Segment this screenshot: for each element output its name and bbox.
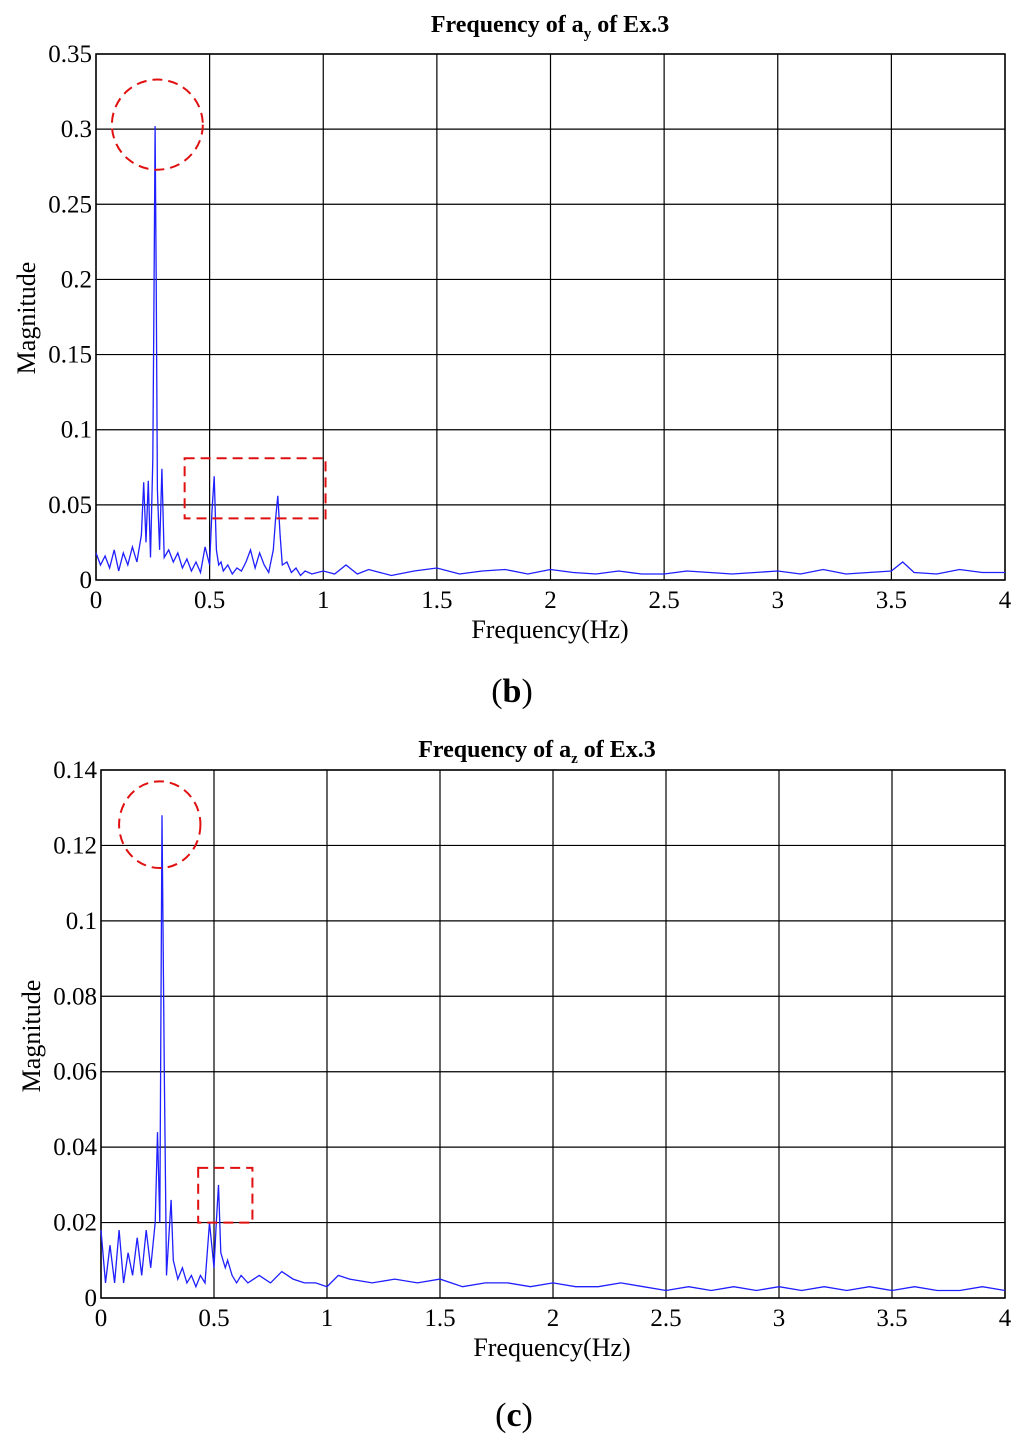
y-tick-label: 0 [85,1285,98,1312]
x-tick-label: 4 [999,1305,1012,1332]
y-tick-label: 0.35 [48,41,92,68]
x-tick-label: 1 [317,587,330,614]
y-tick-label: 0.3 [61,116,92,143]
chart-title: Frequency of ay of Ex.3 [431,12,669,42]
caption-b: (b) [491,673,533,710]
x-axis-label: Frequency(Hz) [471,615,628,644]
y-tick-label: 0.1 [61,417,92,444]
x-tick-label: 2 [544,587,557,614]
y-tick-labels: 0 0.05 0.1 0.15 0.2 0.25 0.3 0.35 [48,41,92,594]
x-tick-label: 2.5 [650,1305,681,1332]
chart-ay: Frequency of ay of Ex.3 0 0.5 1 1.5 2 2.5 3 3.5… [12,12,1012,710]
y-tick-label: 0.05 [48,492,92,519]
x-tick-labels: 0 0.5 1 1.5 2 2.5 3 3.5 4 [95,1305,1012,1332]
y-tick-label: 0.08 [53,983,97,1010]
highlight-box [197,1166,254,1224]
x-tick-label: 0.5 [194,587,225,614]
x-tick-labels: 0 0.5 1 1.5 2 2.5 3 3.5 4 [90,587,1012,614]
highlight-box [183,457,327,520]
x-tick-label: 0 [95,1305,108,1332]
x-tick-label: 1.5 [421,587,452,614]
caption-c: (c) [495,1397,533,1434]
x-tick-label: 3.5 [876,587,907,614]
series-line [95,126,1005,577]
grid [95,53,1006,581]
x-tick-label: 1.5 [424,1305,455,1332]
x-axis-label: Frequency(Hz) [473,1333,630,1362]
y-tick-label: 0.1 [66,908,97,935]
y-tick-label: 0.25 [48,191,92,218]
y-tick-label: 0.2 [61,266,92,293]
chart-az: Frequency of az of Ex.3 0 0.5 1 1.5 2 2.5 3 3.5… [17,737,1012,1434]
grid [100,769,1006,1299]
x-tick-label: 3 [773,1305,786,1332]
y-tick-label: 0.04 [53,1134,97,1161]
annotations [118,780,254,1224]
chart-title: Frequency of az of Ex.3 [418,737,656,767]
x-tick-label: 4 [999,587,1012,614]
y-tick-label: 0.14 [53,757,97,784]
y-tick-label: 0 [80,567,93,594]
x-tick-label: 3 [772,587,785,614]
highlight-circle [118,780,202,870]
y-tick-label: 0.06 [53,1059,97,1086]
x-tick-label: 3.5 [876,1305,907,1332]
series-line [100,815,1006,1292]
x-tick-label: 1 [321,1305,334,1332]
annotations [110,78,327,520]
plot-frame [100,769,1006,1299]
x-tick-label: 0 [90,587,103,614]
x-tick-label: 0.5 [198,1305,229,1332]
y-axis-label: Magnitude [17,980,46,1093]
x-tick-label: 2 [547,1305,560,1332]
x-tick-label: 2.5 [649,587,680,614]
plot-frame [95,53,1006,581]
y-tick-label: 0.02 [53,1210,97,1237]
y-tick-label: 0.15 [48,342,92,369]
y-tick-labels: 0 0.02 0.04 0.06 0.08 0.1 0.12 0.14 [53,757,97,1312]
y-axis-label: Magnitude [12,262,41,375]
highlight-circle [110,78,204,171]
y-tick-label: 0.12 [53,832,97,859]
